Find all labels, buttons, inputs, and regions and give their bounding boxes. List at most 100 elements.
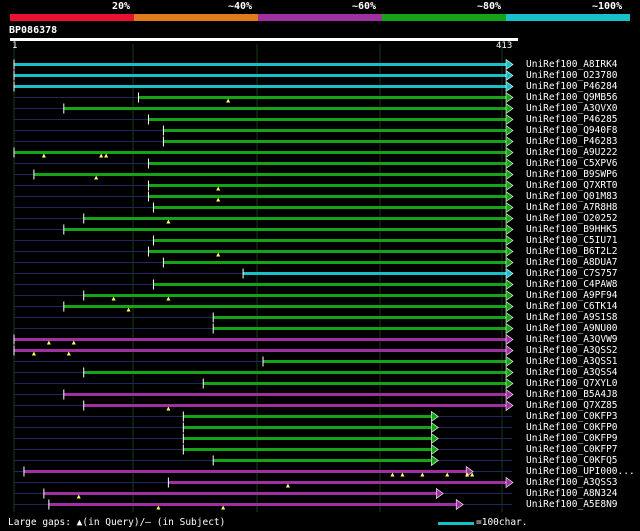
hit-arrow xyxy=(505,278,514,291)
hit-name[interactable]: UniRef100_Q7XRT0 xyxy=(526,180,618,191)
hit-arrow xyxy=(505,333,514,346)
hit-name[interactable]: UniRef100_Q9MB56 xyxy=(526,92,618,103)
scale-label: =100char. xyxy=(476,517,528,528)
hit-arrow xyxy=(505,135,514,148)
query-gap-marker xyxy=(71,340,76,345)
hit-name[interactable]: UniRef100_Q7XZ85 xyxy=(526,400,618,411)
hit-arrow xyxy=(430,410,439,423)
query-gap-marker xyxy=(390,472,395,477)
query-start: 1 xyxy=(12,41,18,51)
hit-name[interactable]: UniRef100_A8DUA7 xyxy=(526,257,618,268)
query-gap-marker xyxy=(66,351,71,356)
hit-arrow xyxy=(505,476,514,489)
gap-legend-subject: – (in Subject) xyxy=(145,517,226,528)
hit-arrow xyxy=(505,102,514,115)
hit-name[interactable]: UniRef100_A7R8H8 xyxy=(526,202,618,213)
hit-name[interactable]: UniRef100_C6TK14 xyxy=(526,301,618,312)
hit-name[interactable]: UniRef100_C7S757 xyxy=(526,268,618,279)
hit-arrow xyxy=(505,289,514,302)
query-gap-marker xyxy=(166,406,171,411)
hit-arrow xyxy=(430,432,439,445)
legend-label-40: ~40% xyxy=(228,1,253,12)
hit-name[interactable]: UniRef100_A9U222 xyxy=(526,147,618,158)
legend-label-100: ~100% xyxy=(592,1,623,12)
query-gap-marker xyxy=(216,197,221,202)
hit-name[interactable]: UniRef100_C0KFP9 xyxy=(526,433,618,444)
hit-name[interactable]: UniRef100_A5E8N9 xyxy=(526,499,618,510)
hit-name[interactable]: UniRef100_B6T2L2 xyxy=(526,246,618,257)
hit-arrow xyxy=(505,80,514,93)
hit-name[interactable]: UniRef100_O20252 xyxy=(526,213,618,224)
hit-arrow xyxy=(505,146,514,159)
hit-name[interactable]: UniRef100_B9HHK5 xyxy=(526,224,618,235)
query-gap-marker xyxy=(166,219,171,224)
hit-name[interactable]: UniRef100_C4PAW8 xyxy=(526,279,618,290)
query-gap-marker xyxy=(400,472,405,477)
hit-arrow xyxy=(505,113,514,126)
hit-name[interactable]: UniRef100_A9PF94 xyxy=(526,290,618,301)
query-gap-marker xyxy=(156,505,161,510)
hit-arrow xyxy=(505,201,514,214)
hit-name[interactable]: UniRef100_P46285 xyxy=(526,114,618,125)
hit-arrow xyxy=(505,256,514,269)
legend-segment-60 xyxy=(258,14,382,21)
legend-segment-40 xyxy=(134,14,258,21)
hit-name[interactable]: UniRef100_A3QSS2 xyxy=(526,345,618,356)
hit-name[interactable]: UniRef100_C0KFP3 xyxy=(526,411,618,422)
hit-name[interactable]: UniRef100_P46283 xyxy=(526,136,618,147)
gap-legend: Large gaps: ▲(in Query)/– (in Subject) xyxy=(8,517,225,528)
hit-name[interactable]: UniRef100_A3QVX0 xyxy=(526,103,618,114)
hit-name[interactable]: UniRef100_P46284 xyxy=(526,81,618,92)
query-gap-marker xyxy=(99,153,104,158)
query-gap-marker xyxy=(104,153,109,158)
query-gap-marker xyxy=(111,296,116,301)
query-gap-marker xyxy=(41,153,46,158)
query-gap-marker xyxy=(465,472,470,477)
hit-name[interactable]: UniRef100_C5IU71 xyxy=(526,235,618,246)
hit-arrow xyxy=(435,487,444,500)
hit-name[interactable]: UniRef100_C0KFP0 xyxy=(526,422,618,433)
hit-name[interactable]: UniRef100_C0KFQ5 xyxy=(526,455,618,466)
hit-name[interactable]: UniRef100_A8N324 xyxy=(526,488,618,499)
legend-label-20: 20% xyxy=(112,1,131,12)
query-gap-marker xyxy=(166,296,171,301)
hit-name[interactable]: UniRef100_B9SWP6 xyxy=(526,169,618,180)
hit-arrow xyxy=(505,322,514,335)
hit-arrow xyxy=(505,190,514,203)
hit-arrow xyxy=(505,311,514,324)
hit-arrow xyxy=(505,69,514,82)
hit-name[interactable]: UniRef100_A8IRK4 xyxy=(526,59,618,70)
hit-name[interactable]: UniRef100_B5A4J8 xyxy=(526,389,618,400)
hit-name[interactable]: UniRef100_Q01M83 xyxy=(526,191,618,202)
hit-arrow xyxy=(505,168,514,181)
legend-segment-20 xyxy=(10,14,134,21)
query-gap-marker xyxy=(445,472,450,477)
hit-name[interactable]: UniRef100_A3QVW9 xyxy=(526,334,618,345)
hit-name[interactable]: UniRef100_O23780 xyxy=(526,70,618,81)
hit-arrow xyxy=(505,399,514,412)
hit-name[interactable]: UniRef100_Q7XYL0 xyxy=(526,378,618,389)
legend-segment-80 xyxy=(382,14,506,21)
hit-name[interactable]: UniRef100_C5XPV6 xyxy=(526,158,618,169)
query-bar xyxy=(10,38,518,41)
query-name: BP086378 xyxy=(9,25,58,36)
hit-arrow xyxy=(505,245,514,258)
hit-name[interactable]: UniRef100_UPI000... xyxy=(526,466,635,477)
hit-arrow xyxy=(505,267,514,280)
hit-name[interactable]: UniRef100_A3QSS1 xyxy=(526,356,618,367)
hit-name[interactable]: UniRef100_C0KFP7 xyxy=(526,444,618,455)
hit-arrow xyxy=(505,366,514,379)
hit-name[interactable]: UniRef100_Q940F8 xyxy=(526,125,618,136)
hit-arrow xyxy=(505,91,514,104)
query-end: 413 xyxy=(496,41,513,51)
hit-arrow xyxy=(505,234,514,247)
hit-name[interactable]: UniRef100_A9S1S8 xyxy=(526,312,618,323)
query-gap-marker xyxy=(46,340,51,345)
hit-arrow xyxy=(505,300,514,313)
query-gap-marker xyxy=(285,483,290,488)
hit-arrow xyxy=(505,377,514,390)
query-gap-marker xyxy=(216,252,221,257)
hit-name[interactable]: UniRef100_A3QSS3 xyxy=(526,477,618,488)
hit-name[interactable]: UniRef100_A9NU00 xyxy=(526,323,618,334)
hit-name[interactable]: UniRef100_A3QSS4 xyxy=(526,367,618,378)
